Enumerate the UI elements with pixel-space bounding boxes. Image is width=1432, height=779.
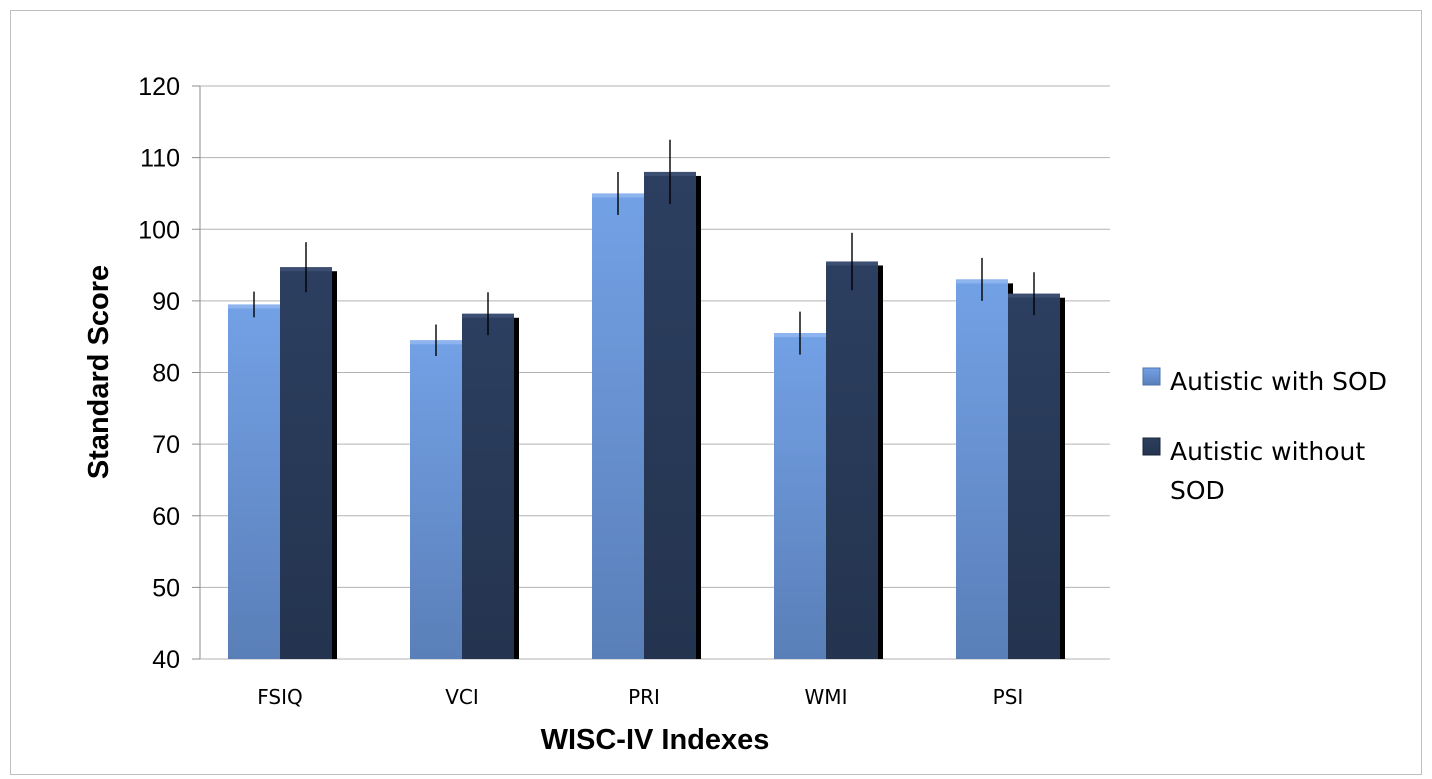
y-tick-label: 110 (140, 145, 180, 173)
y-tick-label: 80 (152, 360, 180, 388)
bar-fsiq-series-2 (280, 267, 332, 659)
bar-pri-series-1 (592, 193, 644, 659)
bar-psi-series-1 (956, 279, 1008, 659)
y-tick-label: 120 (138, 73, 180, 101)
legend-label: Autistic without (1170, 437, 1365, 466)
error-bars (253, 139, 1035, 357)
bar-wmi-series-1 (774, 333, 826, 659)
bar-pri-series-2 (644, 171, 696, 659)
y-tick-label: 60 (152, 503, 180, 531)
legend-label: SOD (1170, 476, 1225, 505)
x-tick-label: PSI (993, 685, 1024, 709)
x-axis-title: WISC-IV Indexes (541, 724, 770, 756)
y-tick-label: 100 (138, 216, 180, 244)
legend-label: Autistic with SOD (1170, 367, 1387, 396)
legend-swatch (1142, 437, 1161, 456)
y-tick-label: 90 (152, 288, 180, 316)
x-tick-label: WMI (805, 685, 848, 709)
x-tick-label: PRI (628, 685, 660, 709)
bar-vci-series-1 (410, 340, 462, 659)
y-axis-title: Standard Score (83, 265, 115, 479)
x-tick-label: FSIQ (257, 685, 303, 709)
bar-psi-series-2 (1008, 293, 1060, 659)
bar-fsiq-series-1 (228, 304, 280, 659)
x-tick-label: VCI (445, 685, 479, 709)
bars (228, 171, 1065, 659)
y-tick-label: 40 (152, 646, 180, 674)
bar-wmi-series-2 (826, 261, 878, 659)
legend-swatch (1142, 367, 1161, 386)
bar-vci-series-2 (462, 313, 514, 659)
y-tick-label: 50 (152, 574, 180, 602)
y-tick-label: 70 (152, 431, 180, 459)
legend: Autistic with SOD Autistic without SOD (1142, 367, 1387, 505)
y-tick-labels: 40 50 60 70 80 90 100 110 120 (138, 73, 180, 674)
x-tick-labels: FSIQ VCI PRI WMI PSI (257, 685, 1023, 709)
